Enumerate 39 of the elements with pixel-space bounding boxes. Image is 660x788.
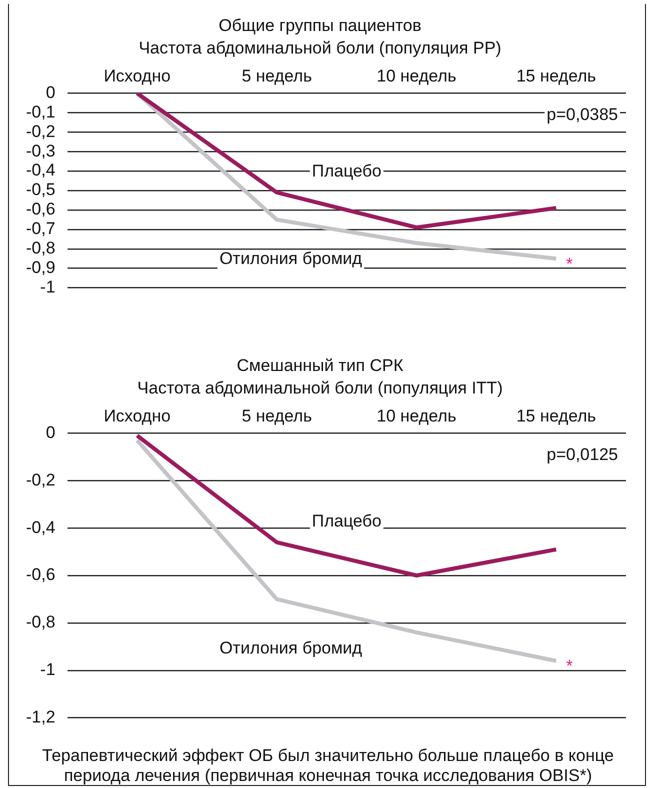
annotation: p=0,0125 xyxy=(546,444,618,464)
y-tick-label: -0,8 xyxy=(26,612,56,632)
x-tick-label: 10 недель xyxy=(376,66,456,86)
y-tick-label: -0,5 xyxy=(26,180,56,200)
y-tick-label: -0,4 xyxy=(26,518,56,537)
x-tick-label: 10 недель xyxy=(376,406,456,426)
y-tick-label: -0,2 xyxy=(26,122,56,141)
y-tick-label: -1 xyxy=(40,277,56,296)
x-tick-label: 15 недель xyxy=(516,66,596,86)
chart-title: Смешанный тип СРК xyxy=(236,356,404,375)
x-tick-label: 5 недель xyxy=(242,66,312,86)
series-label: Плацебо xyxy=(312,511,382,530)
x-tick-label: Исходно xyxy=(104,406,171,426)
chart-subtitle: Частота абдоминальной боли (популяция ITT) xyxy=(137,378,503,398)
chart-subtitle: Частота абдоминальной боли (популяция РР) xyxy=(138,38,502,58)
y-tick-label: -0,6 xyxy=(26,200,56,219)
x-tick-label: 15 недель xyxy=(516,406,596,426)
annotation: p=0,0385 xyxy=(546,104,618,124)
y-tick-label: 0 xyxy=(46,422,56,442)
y-tick-label: -0,3 xyxy=(26,141,56,160)
y-tick-label: -1,2 xyxy=(26,707,56,726)
chart-title: Общие группы пациентов xyxy=(218,16,422,35)
y-tick-label: -1 xyxy=(40,660,56,680)
y-tick-label: -0,7 xyxy=(26,219,56,238)
series-label: Плацебо xyxy=(312,162,382,181)
y-tick-label: -0,4 xyxy=(26,160,56,180)
x-tick-label: Исходно xyxy=(104,66,171,86)
y-tick-label: -0,9 xyxy=(26,258,56,278)
annotation: * xyxy=(566,254,574,274)
series-label: Отилония бромид xyxy=(219,638,362,658)
x-tick-label: 5 недель xyxy=(242,406,312,426)
text: Терапевтический эффект ОБ был значительно больше плацебо в конце периода лечения (первичная конечная точка исследования OBIS*) xyxy=(41,745,615,787)
y-tick-label: -0,2 xyxy=(26,470,56,490)
y-tick-label: -0,6 xyxy=(26,565,56,584)
series-label: Отилония бромид xyxy=(219,249,362,268)
y-tick-label: 0 xyxy=(46,82,56,102)
y-tick-label: -0,1 xyxy=(26,102,56,122)
y-tick-label: -0,8 xyxy=(26,238,56,258)
annotation: * xyxy=(566,656,574,676)
